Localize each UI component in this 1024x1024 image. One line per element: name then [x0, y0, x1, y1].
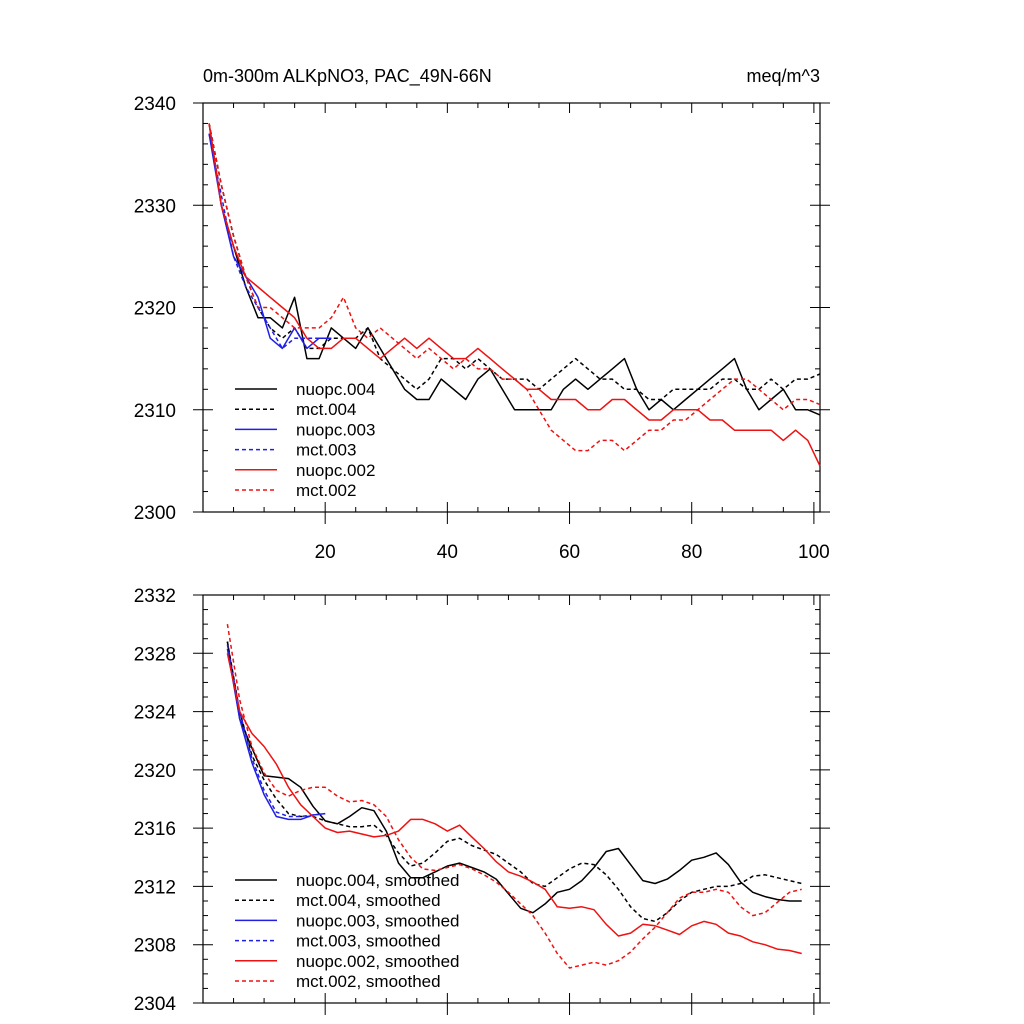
series-line	[226, 653, 802, 955]
legend-label: mct.002	[296, 481, 356, 500]
x-tick-label: 40	[437, 542, 458, 563]
bottom-panel: 2304 2308 2312 2316 2320 2324 2328 2332 nuopc.00…	[134, 586, 830, 1015]
series-line	[226, 644, 326, 818]
legend-label: mct.002, smoothed	[296, 972, 441, 991]
series-line	[208, 133, 332, 350]
units-label: meq/m^3	[747, 66, 820, 86]
legend-label: nuopc.004, smoothed	[296, 871, 460, 890]
series-line	[226, 623, 802, 969]
legend-label: mct.003	[296, 441, 356, 460]
y-tick-label: 2332	[134, 586, 176, 607]
y-tick-label: 2300	[134, 503, 176, 524]
x-tick-label: 80	[681, 542, 702, 563]
legend-label: nuopc.004	[296, 380, 375, 399]
series-line	[208, 123, 821, 452]
y-tick-label: 2330	[134, 196, 176, 217]
series-line	[208, 123, 821, 401]
series-line	[208, 123, 821, 467]
x-tick-label: 60	[559, 542, 580, 563]
legend-label: mct.004	[296, 400, 356, 419]
legend-label: nuopc.002	[296, 461, 375, 480]
x-tick-label: 100	[798, 542, 830, 563]
legend-label: nuopc.002, smoothed	[296, 952, 460, 971]
chart-title: 0m-300m ALKpNO3, PAC_49N-66N	[203, 66, 492, 87]
legend-label: mct.004, smoothed	[296, 891, 441, 910]
y-tick-label: 2310	[134, 401, 176, 422]
x-tick-label: 20	[315, 542, 336, 563]
series-line	[226, 641, 802, 923]
y-tick-label: 2340	[134, 94, 176, 115]
series-line	[226, 648, 326, 821]
legend-label: nuopc.003	[296, 420, 375, 439]
y-tick-label: 2324	[134, 703, 177, 724]
series-line	[226, 641, 802, 914]
y-tick-label: 2328	[134, 644, 176, 665]
series-line	[208, 123, 821, 416]
y-tick-label: 2320	[134, 761, 176, 782]
y-tick-label: 2320	[134, 299, 176, 320]
y-tick-label: 2308	[134, 936, 176, 957]
y-tick-label: 2312	[134, 877, 176, 898]
series-line	[208, 133, 332, 350]
top-panel: 0m-300m ALKpNO3, PAC_49N-66N meq/m^3 20 4…	[134, 66, 830, 563]
y-tick-label: 2304	[134, 994, 177, 1015]
legend-label: mct.003, smoothed	[296, 932, 441, 951]
y-tick-label: 2316	[134, 819, 176, 840]
legend-label: nuopc.003, smoothed	[296, 911, 460, 930]
